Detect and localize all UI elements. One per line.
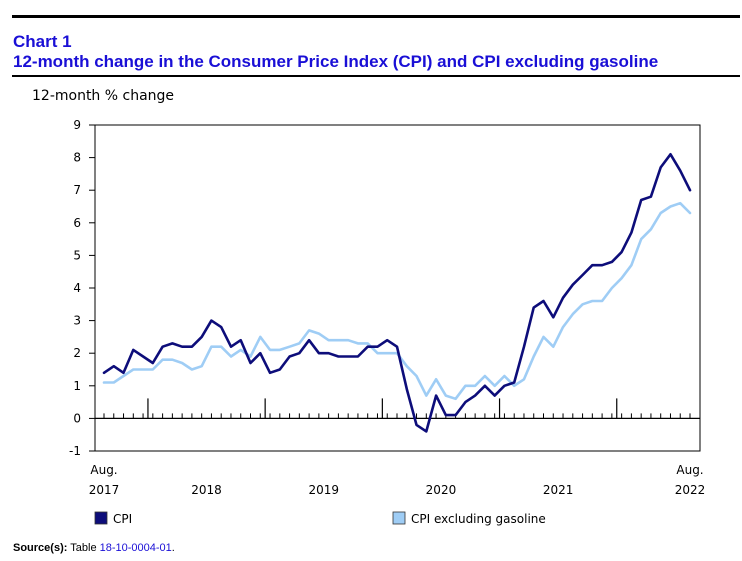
source-table-link[interactable]: 18-10-0004-01	[99, 542, 172, 554]
x-tick-label-month: Aug.	[676, 463, 703, 477]
y-tick-label: 9	[73, 118, 81, 132]
y-axis-label: 12-month % change	[32, 88, 174, 104]
y-tick-label: 6	[73, 216, 81, 230]
legend-label: CPI	[113, 512, 132, 526]
chart-header: Chart 1 12-month change in the Consumer …	[13, 32, 658, 72]
chart-title: 12-month change in the Consumer Price In…	[13, 52, 659, 71]
series-line-cpi-excluding-gasoline	[102, 201, 692, 401]
chart-number: Chart 1	[13, 32, 72, 51]
source-suffix: .	[171, 542, 175, 554]
y-tick-label: 5	[73, 248, 81, 262]
x-axis-labels: Aug. 2017 2018 2019 2020 2021 Aug. 2022	[89, 463, 706, 497]
source-note: Source(s): Table 18-10-0004-01.	[13, 542, 175, 554]
y-tick-label: 1	[73, 379, 81, 393]
y-tick-label: -1	[69, 444, 81, 458]
x-tick-label-year: 2017	[89, 483, 120, 497]
y-axis: -1 0 1 2 3 4 5 6 7 8 9	[69, 118, 95, 458]
series-line-cpi	[102, 153, 692, 433]
x-axis-ticks	[103, 398, 691, 419]
x-tick-label-year: 2022	[675, 483, 706, 497]
y-tick-label: 0	[73, 411, 81, 425]
title-underline	[12, 75, 740, 77]
y-tick-label: 4	[73, 281, 81, 295]
plot-frame	[94, 124, 701, 452]
legend: CPI CPI excluding gasoline	[94, 511, 546, 526]
x-tick-label-year: 2019	[308, 483, 339, 497]
source-label: Source(s):	[13, 542, 68, 554]
y-tick-label: 7	[73, 183, 81, 197]
y-tick-label: 8	[73, 151, 81, 165]
x-tick-label-year: 2020	[426, 483, 457, 497]
y-tick-label: 3	[73, 314, 81, 328]
legend-label: CPI excluding gasoline	[411, 512, 546, 526]
y-tick-label: 2	[73, 346, 81, 360]
legend-swatch	[392, 511, 406, 525]
x-tick-label-year: 2018	[191, 483, 222, 497]
legend-swatch	[94, 511, 108, 525]
top-rule	[12, 15, 740, 18]
x-tick-label-year: 2021	[543, 483, 574, 497]
source-text: Table	[70, 542, 97, 554]
x-tick-label-month: Aug.	[90, 463, 117, 477]
